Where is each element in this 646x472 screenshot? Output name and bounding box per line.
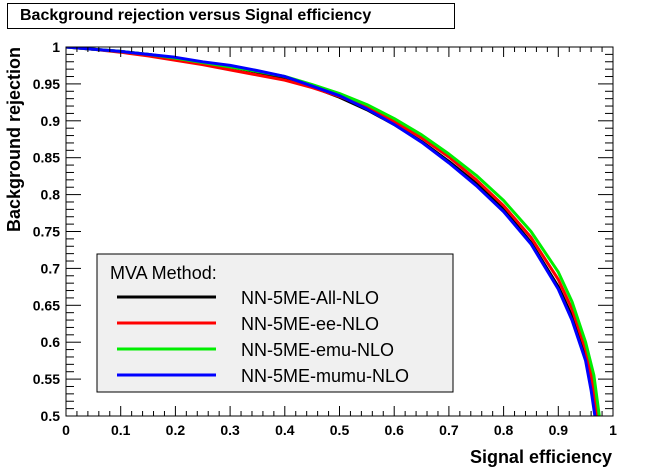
x-tick-label: 0.9 — [549, 422, 569, 438]
x-tick-label: 0.4 — [275, 422, 295, 438]
legend-label: NN-5ME-mumu-NLO — [241, 366, 409, 386]
x-tick-label: 0 — [62, 422, 70, 438]
y-tick-label: 0.8 — [41, 187, 61, 203]
x-tick-label: 0.5 — [330, 422, 350, 438]
x-tick-label: 1 — [609, 422, 617, 438]
x-axis-label: Signal efficiency — [470, 447, 612, 467]
y-tick-label: 0.7 — [41, 260, 61, 276]
x-tick-label: 0.3 — [220, 422, 240, 438]
chart-title: Background rejection versus Signal effic… — [7, 3, 455, 29]
legend-label: NN-5ME-All-NLO — [241, 288, 379, 308]
legend-label: NN-5ME-ee-NLO — [241, 314, 379, 334]
x-tick-label: 0.8 — [494, 422, 514, 438]
x-tick-label: 0.7 — [439, 422, 459, 438]
x-tick-label: 0.6 — [384, 422, 404, 438]
legend-label: NN-5ME-emu-NLO — [241, 340, 394, 360]
y-tick-label: 0.6 — [41, 334, 61, 350]
series-line-NN-5ME-mumu-NLO — [66, 47, 597, 416]
y-tick-label: 0.9 — [41, 113, 61, 129]
y-tick-label: 0.75 — [33, 224, 60, 240]
y-tick-label: 0.65 — [33, 297, 60, 313]
y-axis-label: Background rejection — [4, 47, 24, 232]
legend: MVA Method: NN-5ME-All-NLO NN-5ME-ee-NLO N… — [96, 253, 454, 393]
y-tick-label: 0.55 — [33, 371, 60, 387]
y-tick-label: 0.85 — [33, 150, 60, 166]
y-tick-label: 0.5 — [41, 408, 61, 424]
x-tick-label: 0.1 — [111, 422, 131, 438]
legend-title: MVA Method: — [110, 263, 217, 283]
y-tick-label: 0.95 — [33, 76, 60, 92]
y-tick-label: 1 — [52, 39, 60, 55]
x-tick-label: 0.2 — [166, 422, 186, 438]
